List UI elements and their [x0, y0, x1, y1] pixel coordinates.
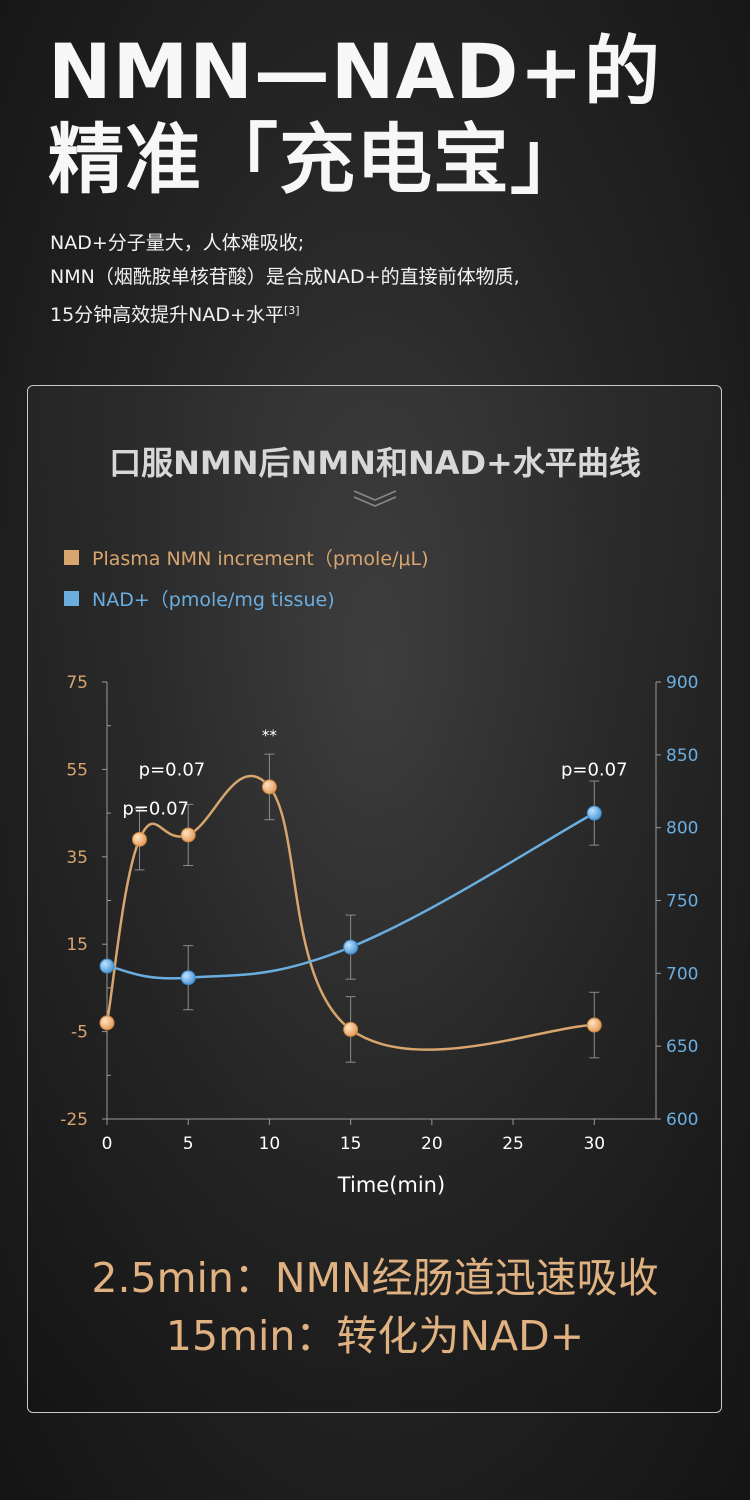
significance-annotation: p=0.07	[561, 759, 628, 780]
significance-annotation: p=0.07	[139, 759, 206, 780]
data-point-nmn	[343, 1021, 359, 1037]
intro-line-2: NMN（烟酰胺单核苷酸）是合成NAD+的直接前体物质,	[50, 266, 520, 288]
y-right-tick-label: 750	[666, 892, 698, 912]
data-point-nad	[180, 970, 196, 986]
data-point-nmn	[180, 827, 196, 843]
y-left-tick-label: 15	[66, 935, 88, 955]
y-left-tick-label: 55	[66, 760, 88, 780]
legend-item-nad: NAD+（pmole/mg tissue)	[64, 585, 335, 612]
y-left-tick-label: -5	[71, 1023, 88, 1043]
data-point-nmn	[261, 779, 277, 795]
citation-mark: [3]	[283, 304, 300, 317]
y-right-tick-label: 900	[666, 673, 698, 693]
x-tick-label: 25	[502, 1134, 524, 1154]
x-tick-label: 30	[583, 1134, 605, 1154]
x-tick-label: 20	[421, 1134, 443, 1154]
significance-annotation: p=0.07	[122, 799, 189, 820]
intro-line-1: NAD+分子量大，人体难吸收;	[50, 232, 305, 254]
y-right-tick-label: 700	[666, 964, 698, 984]
headline-line-2: 精准「充电宝」	[48, 115, 587, 204]
headline: NMN—NAD+的 精准「充电宝」	[48, 28, 661, 204]
data-point-nad	[99, 958, 115, 974]
series-line-nmn	[105, 774, 595, 1051]
data-point-nad	[586, 805, 602, 821]
summary-line-2: 15min：转化为NAD+	[165, 1312, 585, 1360]
data-point-nad	[343, 939, 359, 955]
chevron-down-icon	[353, 490, 397, 507]
legend-item-nmn: Plasma NMN increment（pmole/μL)	[64, 544, 429, 571]
y-right-tick-label: 600	[666, 1110, 698, 1130]
y-right-tick-label: 850	[666, 746, 698, 766]
legend-swatch-nad	[64, 591, 79, 606]
y-left-tick-label: 35	[66, 848, 88, 868]
x-axis-label: Time(min)	[337, 1173, 445, 1197]
series-line-nad	[106, 812, 595, 980]
data-point-nmn	[99, 1015, 115, 1031]
intro-line-3-text: 15分钟高效提升NAD+水平	[50, 304, 284, 326]
chart-card	[27, 385, 722, 1413]
intro-line-3: 15分钟高效提升NAD+水平[3]	[50, 294, 520, 332]
intro-text: NAD+分子量大，人体难吸收; NMN（烟酰胺单核苷酸）是合成NAD+的直接前体…	[50, 226, 520, 332]
y-right-tick-label: 800	[666, 819, 698, 839]
x-tick-label: 10	[259, 1134, 281, 1154]
data-point-nmn	[586, 1017, 602, 1033]
y-right-tick-label: 650	[666, 1037, 698, 1057]
headline-line-1: NMN—NAD+的	[48, 27, 662, 116]
legend-label-nmn: Plasma NMN increment（pmole/μL)	[92, 548, 429, 570]
x-tick-label: 5	[183, 1134, 194, 1154]
x-tick-label: 0	[102, 1134, 113, 1154]
y-left-tick-label: 75	[66, 673, 88, 693]
line-chart: -25 -5 15 35 55 75 600 650 700 750 800 850 900 0 5 10 15…	[60, 673, 698, 1197]
data-point-nmn	[131, 831, 147, 847]
x-tick-label: 15	[340, 1134, 362, 1154]
chart-title: 口服NMN后NMN和NAD+水平曲线	[109, 444, 641, 482]
legend-swatch-nmn	[64, 550, 79, 565]
summary-line-1: 2.5min：NMN经肠道迅速吸收	[91, 1254, 659, 1302]
legend-label-nad: NAD+（pmole/mg tissue)	[92, 589, 335, 611]
y-left-tick-label: -25	[60, 1110, 88, 1130]
significance-annotation: **	[262, 726, 278, 744]
